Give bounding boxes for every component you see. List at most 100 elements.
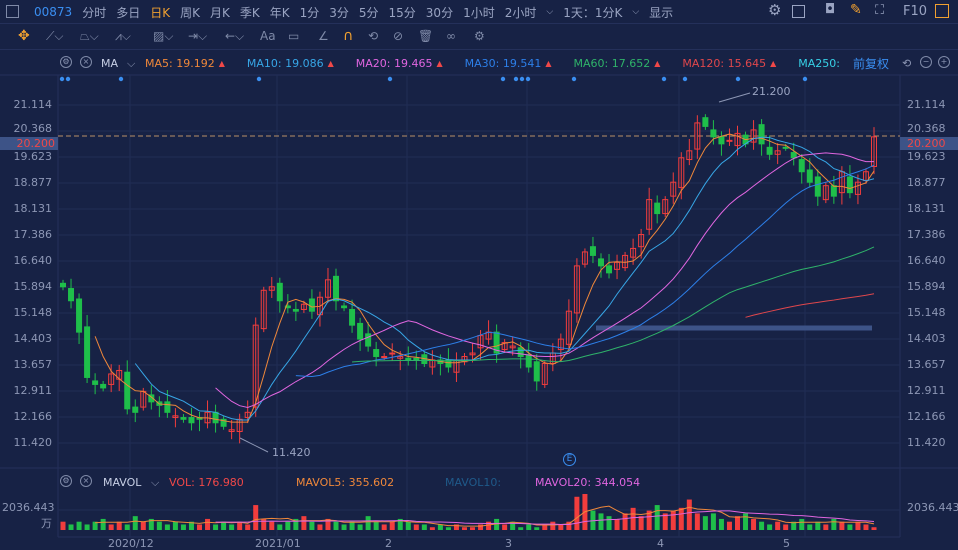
hide-icon[interactable]: ⊘ bbox=[393, 29, 404, 43]
tab-0[interactable]: 分时 bbox=[82, 5, 107, 20]
sidebar-toggle-icon[interactable] bbox=[6, 5, 19, 18]
volume-bar bbox=[598, 513, 604, 530]
vol-value: VOL: 176.980 bbox=[169, 476, 244, 489]
volume-bar bbox=[646, 510, 652, 530]
square-icon[interactable] bbox=[792, 5, 805, 18]
zoom-out-icon[interactable]: − bbox=[920, 56, 932, 68]
price-tick: 13.657 bbox=[907, 358, 946, 371]
panel-toggle-icon[interactable] bbox=[935, 4, 949, 18]
tab-4[interactable]: 月K bbox=[209, 5, 230, 20]
close-icon[interactable]: × bbox=[80, 475, 92, 487]
tab-11[interactable]: 30分 bbox=[425, 5, 454, 20]
volume-bar bbox=[839, 521, 845, 530]
line-tool-icon[interactable]: ⟋⌵ bbox=[46, 29, 64, 43]
candle bbox=[324, 279, 331, 298]
chevron-down-icon[interactable]: ⌵ bbox=[546, 7, 554, 17]
tab-10[interactable]: 15分 bbox=[388, 5, 416, 20]
tab-8[interactable]: 3分 bbox=[329, 5, 349, 20]
ma-legend-item: MA250: bbox=[798, 57, 840, 70]
move-icon[interactable]: ✥ bbox=[18, 28, 30, 44]
fullscreen-icon[interactable]: ⛶ bbox=[875, 3, 885, 18]
tab-5[interactable]: 季K bbox=[239, 5, 260, 20]
volume-bar bbox=[421, 524, 427, 530]
volume-bar bbox=[277, 524, 283, 530]
volume-bar bbox=[534, 527, 540, 530]
tab-13[interactable]: 2小时 bbox=[504, 5, 537, 20]
gear-icon[interactable]: ⚙ bbox=[60, 56, 72, 68]
f10-button[interactable]: F10 bbox=[903, 4, 928, 19]
display-menu[interactable]: 显示 bbox=[649, 5, 674, 20]
link-icon[interactable]: ∞ bbox=[446, 29, 456, 43]
arrow-tool-icon[interactable]: ←⌵ bbox=[225, 29, 245, 43]
chevron-down-icon[interactable]: ⌵ bbox=[127, 57, 136, 70]
volume-bar bbox=[470, 527, 476, 530]
stock-code[interactable]: 00873 bbox=[34, 5, 73, 19]
volume-bar bbox=[397, 518, 403, 530]
close-icon[interactable]: × bbox=[80, 56, 92, 68]
volume-bar bbox=[863, 524, 869, 530]
polyline-tool-icon[interactable]: ⏢⌵ bbox=[80, 29, 99, 43]
magnet-icon[interactable]: ∩ bbox=[343, 28, 354, 44]
chevron-down-icon[interactable]: ⌵ bbox=[151, 476, 160, 489]
volume-bar bbox=[253, 505, 259, 530]
tab-9[interactable]: 5分 bbox=[358, 5, 379, 20]
price-tick: 18.877 bbox=[907, 176, 946, 189]
tab-7[interactable]: 1分 bbox=[299, 5, 320, 20]
mavol5-value: MAVOL5: 355.602 bbox=[296, 476, 395, 489]
reset-icon[interactable]: ⟲ bbox=[902, 57, 912, 70]
angle-icon[interactable]: ∠ bbox=[318, 29, 329, 43]
tab-3[interactable]: 周K bbox=[180, 5, 200, 20]
ma5-line bbox=[94, 133, 875, 423]
sync-icon[interactable]: ⟲ bbox=[368, 29, 379, 43]
date-tick: 2021/01 bbox=[255, 537, 301, 550]
gear-icon[interactable]: ⚙ bbox=[60, 475, 72, 487]
candle bbox=[493, 331, 500, 354]
tab-2[interactable]: 日K bbox=[150, 5, 171, 20]
wave-tool-icon[interactable]: ⩘⌵ bbox=[115, 29, 131, 43]
ma20-line bbox=[215, 152, 874, 408]
tab-12[interactable]: 1小时 bbox=[463, 5, 495, 20]
volume-bar bbox=[871, 527, 877, 530]
candle bbox=[76, 298, 83, 333]
camera-icon[interactable]: ◘ bbox=[825, 2, 836, 17]
gear-icon[interactable]: ⚙ bbox=[768, 1, 782, 19]
candle bbox=[180, 417, 187, 420]
vol-indicator-name[interactable]: MAVOL bbox=[103, 476, 142, 489]
text-tool-icon[interactable]: Aa bbox=[260, 29, 276, 43]
ma10-line bbox=[134, 136, 875, 421]
price-tick: 19.623 bbox=[13, 150, 53, 163]
pencil-icon[interactable]: ✎ bbox=[850, 2, 862, 18]
candle bbox=[236, 418, 243, 432]
top-toolbar: 00873 分时 多日 日K 周K 月K 季K 年K 1分 3分 5分 15分 30分 1小时 2小时 ⌵… bbox=[0, 0, 958, 24]
price-tick: 16.640 bbox=[13, 254, 53, 267]
volume-bar bbox=[743, 513, 749, 530]
candle bbox=[846, 176, 853, 194]
zoom-in-icon[interactable]: + bbox=[938, 56, 950, 68]
candle bbox=[292, 308, 299, 312]
volume-bar bbox=[245, 524, 251, 530]
indicator-name[interactable]: MA bbox=[101, 57, 119, 70]
price-tick: 21.114 bbox=[907, 98, 946, 111]
candle bbox=[477, 335, 484, 349]
volume-bar bbox=[140, 521, 146, 530]
measure-tool-icon[interactable]: ⇥⌵ bbox=[188, 29, 208, 43]
event-marker-icon[interactable]: E bbox=[563, 453, 576, 466]
comment-icon[interactable]: ▭ bbox=[288, 29, 300, 43]
event-dot-icon bbox=[59, 76, 65, 82]
date-tick: 3 bbox=[505, 537, 512, 550]
candle bbox=[686, 150, 693, 161]
settings-icon[interactable]: ⚙ bbox=[474, 29, 485, 43]
volume-bar bbox=[269, 521, 275, 530]
tab-1[interactable]: 多日 bbox=[116, 5, 141, 20]
period-select[interactable]: 1天：1分K bbox=[563, 5, 623, 20]
volume-bar bbox=[309, 521, 315, 530]
volume-bar bbox=[751, 518, 757, 530]
candle bbox=[132, 406, 139, 413]
fib-tool-icon[interactable]: ▨⌵ bbox=[153, 29, 174, 43]
adjust-button[interactable]: 前复权 bbox=[853, 57, 890, 71]
tab-6[interactable]: 年K bbox=[269, 5, 290, 20]
price-tick: 17.386 bbox=[13, 228, 53, 241]
candle bbox=[68, 288, 75, 302]
trash-icon[interactable]: 🗑 bbox=[418, 29, 434, 43]
